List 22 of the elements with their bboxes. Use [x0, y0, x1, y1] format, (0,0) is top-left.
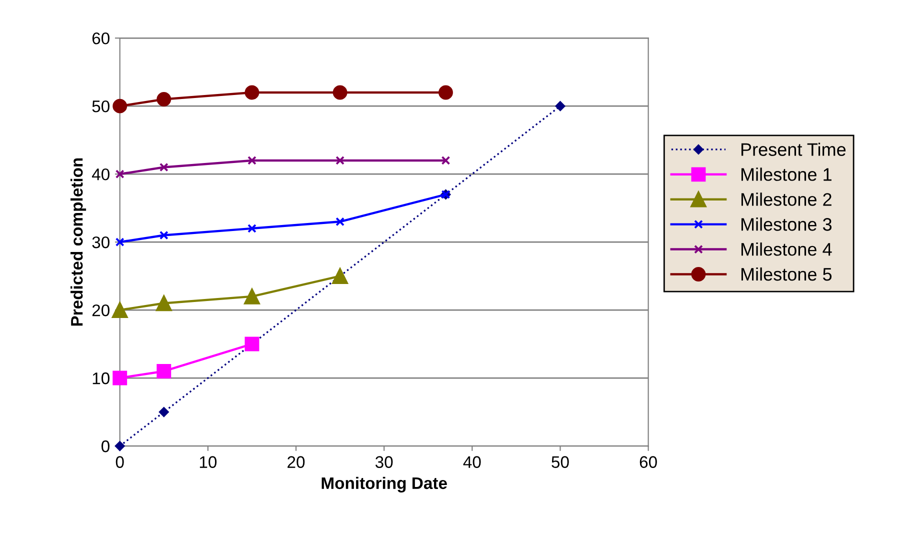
legend-label: Milestone 5 — [741, 267, 832, 281]
y-tick-label: 20 — [92, 304, 110, 316]
legend-label: Milestone 4 — [741, 242, 832, 256]
y-tick-label: 40 — [92, 168, 110, 180]
x-tick-label: 20 — [288, 456, 305, 468]
x-tick-label: 40 — [463, 456, 481, 468]
y-tick-label: 60 — [92, 32, 110, 44]
y-tick-label: 0 — [102, 440, 110, 452]
legend-label: Milestone 1 — [741, 168, 832, 181]
x-axis-title: Monitoring Date — [322, 476, 447, 492]
x-tick-label: 10 — [200, 456, 217, 468]
y-tick-label: 10 — [92, 372, 110, 384]
x-tick-label: 30 — [375, 456, 393, 468]
x-tick-label: 50 — [552, 456, 569, 468]
y-tick-label: 50 — [92, 100, 110, 112]
legend-label: Milestone 3 — [741, 218, 832, 231]
x-tick-label: 60 — [640, 456, 657, 468]
legend-label: Present Time — [741, 142, 846, 156]
x-tick-label: 0 — [116, 456, 124, 468]
y-tick-label: 30 — [92, 236, 110, 248]
y-axis-title: Predicted completion — [70, 158, 86, 326]
legend-label: Milestone 2 — [741, 192, 832, 206]
